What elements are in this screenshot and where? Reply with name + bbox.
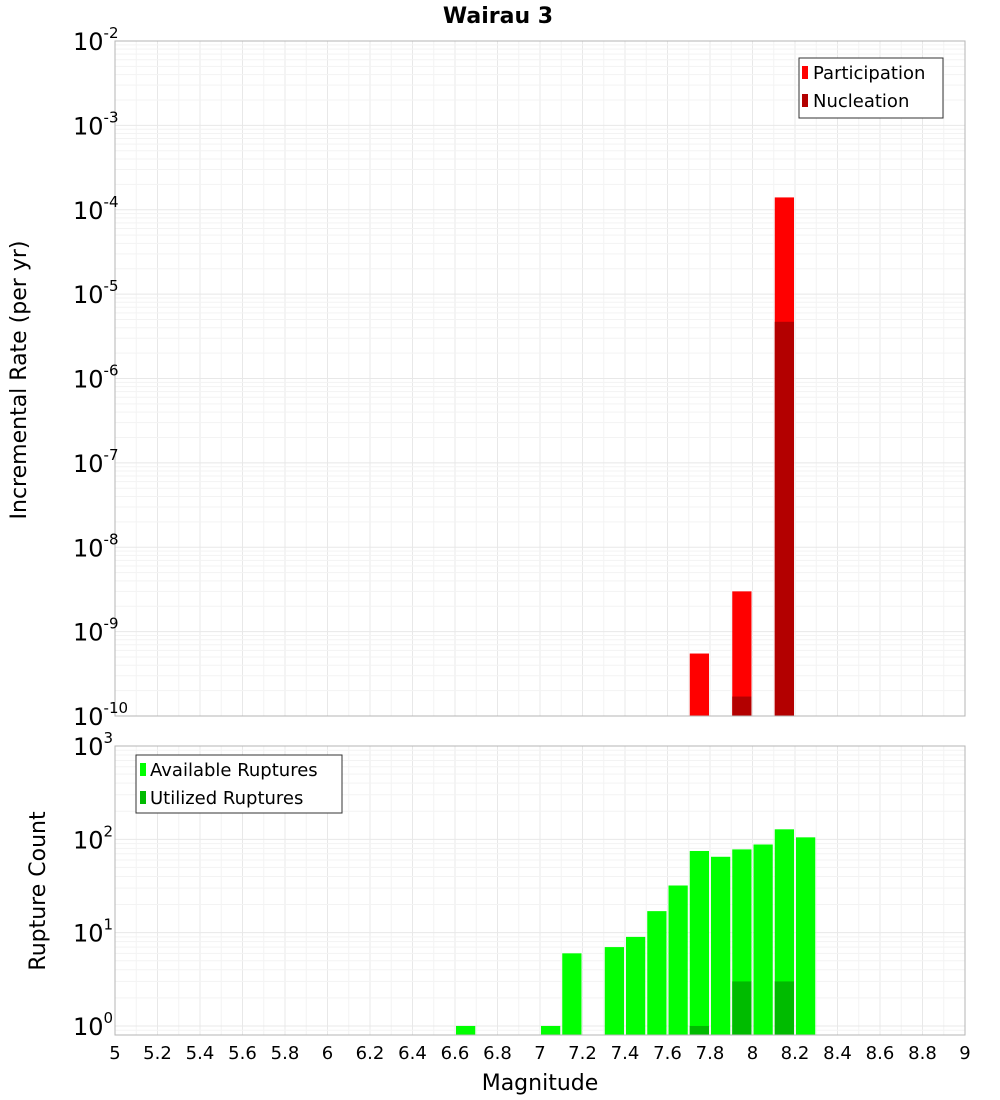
legend-swatch-nucleation xyxy=(802,94,808,107)
count-bar-series2 xyxy=(774,981,794,1035)
count-bar-series1 xyxy=(626,936,646,1035)
rate-y-tick-label: 10-10 xyxy=(73,699,128,731)
x-tick-label: 7.6 xyxy=(653,1043,682,1064)
count-y-axis-label: Rupture Count xyxy=(26,811,51,971)
legend-label-available: Available Ruptures xyxy=(150,760,318,781)
rate-y-tick-label: 10-9 xyxy=(73,615,119,647)
rate-panel: 10-10 10-9 10-8 10-7 10-6 10-5 10-4 10-3 10-2 In… xyxy=(7,24,966,731)
rate-y-tick-label: 10-8 xyxy=(73,530,119,562)
count-bar-series1 xyxy=(456,1025,476,1035)
x-tick-label: 7.8 xyxy=(696,1043,725,1064)
x-axis-label: Magnitude xyxy=(482,1071,599,1096)
rate-bar-series2 xyxy=(732,696,752,716)
count-y-tick-label: 100 xyxy=(73,1009,113,1041)
count-bar-series1 xyxy=(541,1025,561,1035)
x-tick-label: 6.4 xyxy=(398,1043,427,1064)
magnitude-x-ticks: 5 5.2 5.4 5.6 5.8 6 6.2 6.4 6.6 6.8 7 7.2 7.4 7.6 7.8 8… xyxy=(109,1043,970,1064)
rate-plot-frame xyxy=(114,40,966,717)
legend-label-utilized: Utilized Ruptures xyxy=(150,788,303,809)
rate-y-tick-label: 10-3 xyxy=(73,108,119,140)
count-bar-series1 xyxy=(711,856,731,1035)
x-tick-label: 5.6 xyxy=(228,1043,257,1064)
count-y-tick-label: 101 xyxy=(73,916,113,948)
rate-grid xyxy=(114,40,966,717)
rate-y-tick-label: 10-5 xyxy=(73,277,119,309)
count-bar-series1 xyxy=(604,947,624,1035)
rate-y-ticks: 10-10 10-9 10-8 10-7 10-6 10-5 10-4 10-3 10-2 xyxy=(73,24,128,731)
rate-y-tick-label: 10-7 xyxy=(73,446,119,478)
x-tick-label: 6 xyxy=(322,1043,333,1064)
count-legend-box xyxy=(135,754,343,814)
count-bar-series2 xyxy=(689,1025,709,1035)
x-tick-label: 6.8 xyxy=(483,1043,512,1064)
count-y-tick-label: 103 xyxy=(73,729,113,761)
count-panel: 100 101 102 103 Rupture Count Available Rup… xyxy=(26,729,971,1096)
x-tick-label: 7 xyxy=(534,1043,545,1064)
count-y-tick-label: 102 xyxy=(73,822,113,854)
count-bar-series1 xyxy=(796,837,816,1035)
x-tick-label: 5.8 xyxy=(271,1043,300,1064)
count-plot-frame xyxy=(114,745,966,1036)
x-tick-label: 7.2 xyxy=(568,1043,597,1064)
count-bar-series1 xyxy=(753,844,773,1035)
x-tick-label: 9 xyxy=(959,1043,970,1064)
count-bar-series2 xyxy=(732,981,752,1035)
legend-label-nucleation: Nucleation xyxy=(813,91,909,112)
x-tick-label: 5.4 xyxy=(186,1043,215,1064)
rate-bar-series1 xyxy=(689,653,709,716)
x-tick-label: 6.6 xyxy=(441,1043,470,1064)
rate-bar-series1 xyxy=(732,591,752,716)
rate-y-axis-label: Incremental Rate (per yr) xyxy=(7,241,32,520)
rate-bars xyxy=(689,197,794,717)
count-legend: Available Ruptures Utilized Ruptures xyxy=(135,754,343,814)
rate-bar-series2 xyxy=(774,321,794,716)
x-tick-label: 8.4 xyxy=(823,1043,852,1064)
count-y-ticks: 100 101 102 103 xyxy=(73,729,113,1041)
legend-swatch-utilized xyxy=(140,791,146,804)
x-tick-label: 5 xyxy=(109,1043,120,1064)
x-tick-label: 5.2 xyxy=(143,1043,172,1064)
legend-swatch-available xyxy=(140,763,146,776)
x-tick-label: 8 xyxy=(747,1043,758,1064)
count-bar-series1 xyxy=(689,850,709,1035)
x-tick-label: 8.6 xyxy=(866,1043,895,1064)
rate-legend-box xyxy=(798,57,944,119)
rate-y-tick-label: 10-6 xyxy=(73,362,119,394)
rate-y-tick-label: 10-2 xyxy=(73,24,119,56)
x-tick-label: 8.2 xyxy=(781,1043,810,1064)
count-bar-series1 xyxy=(562,953,582,1035)
rate-legend: Participation Nucleation xyxy=(798,57,944,119)
count-bars xyxy=(456,829,816,1035)
chart-title: Wairau 3 xyxy=(443,4,553,29)
legend-swatch-participation xyxy=(802,66,808,79)
legend-label-participation: Participation xyxy=(813,63,925,84)
x-tick-label: 8.8 xyxy=(908,1043,937,1064)
count-bar-series1 xyxy=(668,885,688,1035)
rate-y-tick-label: 10-4 xyxy=(73,193,119,225)
x-tick-label: 7.4 xyxy=(611,1043,640,1064)
count-bar-series1 xyxy=(647,911,667,1035)
x-tick-label: 6.2 xyxy=(356,1043,385,1064)
